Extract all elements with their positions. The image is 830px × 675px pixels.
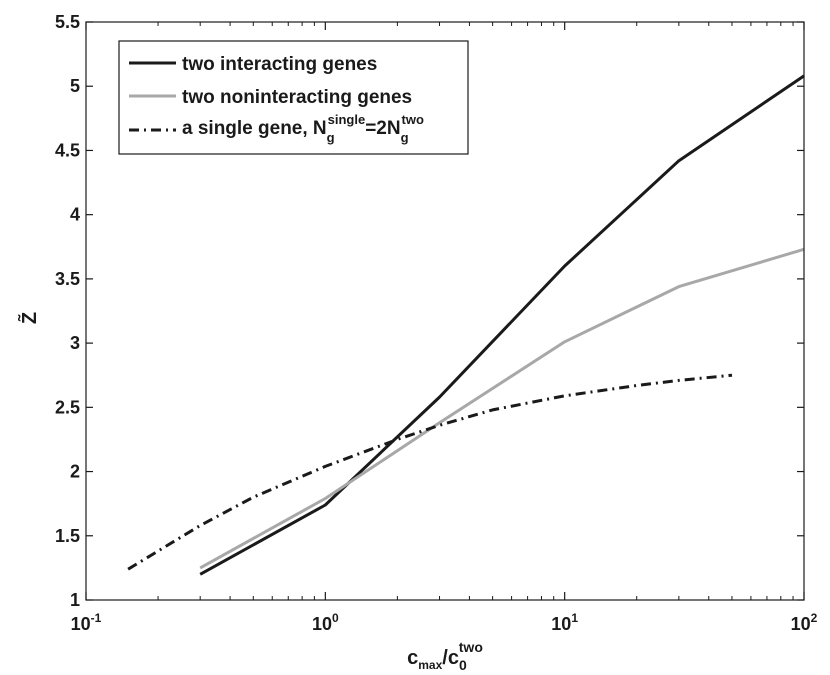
y-tick-label: 4: [70, 205, 80, 225]
y-axis-label: Z̃: [17, 312, 41, 324]
x-axis-label: cmax/c0two: [407, 639, 483, 673]
x-tick-label: 10-1: [71, 611, 102, 634]
y-tick-label: 3: [70, 333, 80, 353]
legend-label-noninteracting: two noninteracting genes: [182, 87, 412, 108]
y-tick-label: 1: [70, 590, 80, 610]
y-tick-label: 1.5: [55, 526, 80, 546]
y-tick-label: 2.5: [55, 397, 80, 417]
x-tick-label: 102: [791, 611, 818, 634]
x-tick-label: 101: [551, 611, 578, 634]
series-line-0: [199, 74, 805, 576]
y-tick-label: 5: [70, 76, 80, 96]
legend-box: [118, 40, 469, 155]
y-tick-label: 2: [70, 462, 80, 482]
legend: two interacting genes two noninteracting…: [118, 40, 469, 155]
tick-layer: 1 1.5 2 2.5 3 3.5 4 4.5 5 5.5 10-1 100 101 102: [55, 12, 818, 634]
x-tick-label: 100: [312, 611, 339, 634]
legend-label-interacting: two interacting genes: [182, 54, 377, 75]
y-tick-label: 4.5: [55, 140, 80, 160]
y-tick-label: 5.5: [55, 12, 80, 32]
series-line-1: [199, 247, 805, 570]
y-tick-label: 3.5: [55, 269, 80, 289]
series-line-2: [127, 373, 733, 571]
legend-label-single: a single gene, Ngsingle=2Ngtwo: [182, 112, 424, 145]
series-layer: [127, 74, 805, 576]
plot-frame: [85, 21, 805, 601]
